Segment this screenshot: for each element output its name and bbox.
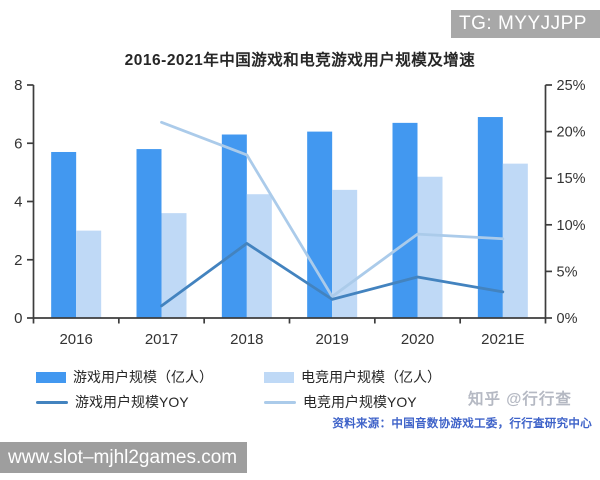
bar-game-2020 [392, 122, 418, 318]
right-axis-tick-label: 0% [557, 311, 578, 327]
legend-row-bars: 游戏用户规模（亿人） 电竞用户规模（亿人） [0, 367, 600, 387]
x-axis-category-label: 2018 [230, 331, 263, 348]
legend-swatch-esports-yoy [264, 400, 296, 404]
x-axis-category-label: 2017 [145, 331, 178, 348]
bar-esports-2021E [502, 163, 528, 318]
x-axis-category-label: 2016 [59, 331, 92, 348]
right-axis-tick-label: 5% [557, 264, 578, 280]
chart-canvas: 0 2 4 6 8 0% 5% 10% 15% 20% 25% 2016 2017 2018 2019 202… [14, 77, 586, 348]
left-axis-tick-label: 6 [14, 135, 22, 152]
legend-label-esports-users: 电竞用户规模（亿人） [301, 369, 441, 385]
left-axis-tick-label: 0 [14, 310, 22, 327]
x-axis-category-label: 2021E [481, 331, 524, 348]
legend-label-game-yoy: 游戏用户规模YOY [75, 394, 189, 410]
legend-label-game-users: 游戏用户规模（亿人） [73, 369, 213, 385]
bar-game-2017 [136, 149, 162, 318]
site-url-watermark: www.slot–mjhl2games.com [0, 442, 247, 473]
left-axis-tick-label: 4 [14, 194, 22, 211]
legend-item-game-yoy: 游戏用户规模YOY [36, 392, 189, 412]
legend-item-esports-users: 电竞用户规模（亿人） [264, 367, 441, 387]
right-axis-tick-label: 15% [557, 171, 586, 187]
legend-item-esports-yoy: 电竞用户规模YOY [264, 392, 417, 412]
legend-label-esports-yoy: 电竞用户规模YOY [303, 394, 417, 410]
bar-game-2016 [51, 151, 77, 318]
x-axis-category-label: 2019 [315, 331, 348, 348]
line-esports-yoy [160, 120, 505, 298]
legend-swatch-game-yoy [36, 400, 68, 404]
telegram-badge: TG: MYYJJPP [451, 10, 600, 38]
right-axis-tick-label: 10% [557, 218, 586, 234]
right-axis-tick-label: 20% [557, 125, 586, 141]
zhihu-watermark: 知乎 @行行查 [468, 391, 572, 408]
left-axis-tick-label: 8 [14, 77, 22, 94]
legend-item-game-users: 游戏用户规模（亿人） [36, 367, 213, 387]
bar-esports-2016 [76, 230, 102, 318]
bar-game-2018 [221, 134, 247, 318]
legend-row-lines: 游戏用户规模YOY 电竞用户规模YOY [0, 392, 600, 412]
bar-esports-2020 [417, 176, 443, 318]
x-axis-category-label: 2020 [401, 331, 434, 348]
line-game-yoy [160, 242, 505, 308]
legend-swatch-esports-users [264, 371, 294, 383]
chart-title: 2016-2021年中国游戏和电竞游戏用户规模及增速 [124, 52, 476, 69]
left-axis-tick-label: 2 [14, 252, 22, 269]
bar-esports-2017 [161, 213, 187, 318]
bar-game-2021E [477, 117, 503, 318]
data-source-note: 资料来源：中国音数协游戏工委，行行查研究中心 [332, 418, 592, 430]
right-axis-tick-label: 25% [557, 78, 586, 94]
legend-swatch-game-users [36, 371, 66, 383]
